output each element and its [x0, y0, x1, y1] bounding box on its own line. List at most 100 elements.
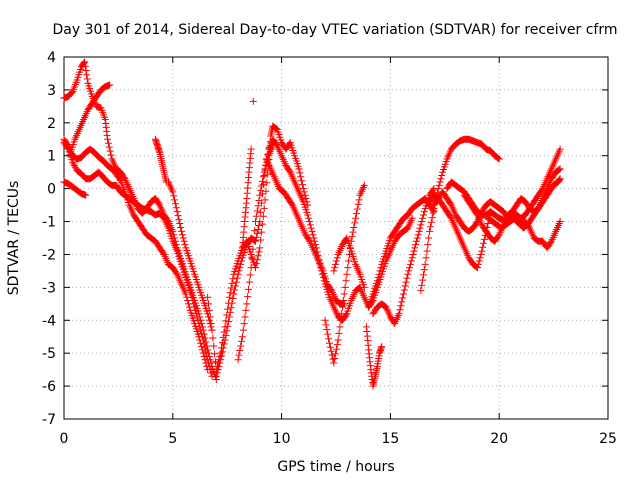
data-point: [376, 267, 384, 275]
data-point: [213, 369, 221, 377]
data-point: [236, 347, 244, 355]
data-point: [259, 173, 267, 181]
data-point: [240, 320, 248, 328]
data-point: [414, 231, 422, 239]
data-point: [446, 200, 454, 208]
data-point: [192, 310, 200, 318]
data-point: [404, 270, 412, 278]
data-point: [473, 210, 481, 218]
y-tick-label: -2: [42, 247, 56, 263]
data-point: [234, 270, 242, 278]
data-point: [198, 343, 206, 351]
data-point: [229, 295, 237, 303]
data-point: [322, 321, 330, 329]
data-point: [259, 212, 267, 220]
data-point: [230, 290, 238, 298]
data-point: [255, 196, 263, 204]
data-point: [260, 204, 268, 212]
data-point: [82, 191, 90, 199]
data-point: [209, 334, 217, 342]
data-point: [184, 300, 192, 308]
data-point: [446, 213, 454, 221]
data-point: [194, 316, 202, 324]
data-point: [538, 186, 546, 194]
data-point: [260, 168, 268, 176]
data-point: [233, 274, 241, 282]
data-point: [299, 185, 307, 193]
data-point: [325, 339, 333, 347]
data-point: [476, 254, 484, 262]
data-point: [179, 234, 187, 242]
data-point: [555, 166, 563, 174]
data-point: [336, 323, 344, 331]
data-point: [396, 306, 404, 314]
data-point: [104, 139, 112, 147]
data-point: [212, 372, 220, 380]
data-point: [401, 282, 409, 290]
data-point: [222, 331, 230, 339]
data-point: [172, 204, 180, 212]
data-marks: [60, 58, 564, 390]
data-point: [238, 337, 246, 345]
data-point: [306, 221, 314, 229]
y-tick-label: -7: [42, 412, 56, 428]
data-point: [81, 62, 89, 70]
data-point: [251, 218, 259, 226]
data-point: [436, 178, 444, 186]
data-point: [247, 264, 255, 272]
data-point: [309, 231, 317, 239]
data-point: [224, 322, 232, 330]
data-point: [426, 227, 434, 235]
data-point: [232, 278, 240, 286]
data-point: [258, 182, 266, 190]
data-point: [399, 290, 407, 298]
data-point: [326, 343, 334, 351]
data-point: [237, 260, 245, 268]
data-point: [408, 254, 416, 262]
data-point: [420, 208, 428, 216]
data-point: [253, 207, 261, 215]
data-point: [419, 211, 427, 219]
y-tick-label: -1: [42, 215, 56, 231]
data-point: [245, 285, 253, 293]
data-point: [200, 352, 208, 360]
data-point: [434, 185, 442, 193]
x-tick-label: 10: [273, 431, 291, 447]
data-point: [304, 211, 312, 219]
data-point: [337, 316, 345, 324]
data-point: [106, 147, 114, 155]
data-point: [215, 362, 223, 370]
data-point: [159, 213, 167, 221]
data-point: [184, 297, 192, 305]
x-tick-label: 20: [490, 431, 508, 447]
data-point: [169, 188, 177, 196]
data-point: [339, 297, 347, 305]
data-point: [305, 214, 313, 222]
data-point: [353, 205, 361, 213]
data-point: [221, 336, 229, 344]
data-point: [298, 177, 306, 185]
data-point: [254, 252, 262, 260]
data-point: [71, 163, 79, 171]
data-point: [247, 145, 255, 153]
data-point: [155, 200, 163, 208]
x-tick-label: 15: [381, 431, 399, 447]
x-axis-label: GPS time / hours: [277, 459, 394, 475]
data-point: [171, 200, 179, 208]
data-point: [374, 273, 382, 281]
data-point: [288, 200, 296, 208]
data-point: [352, 210, 360, 218]
data-point: [413, 234, 421, 242]
data-point: [335, 329, 343, 337]
data-point: [258, 177, 266, 185]
data-point: [225, 318, 233, 326]
data-point: [339, 303, 347, 311]
data-point: [423, 247, 431, 255]
data-point: [178, 231, 186, 239]
data-point: [321, 316, 329, 324]
data-point: [327, 347, 335, 355]
data-point: [340, 290, 348, 298]
data-point: [207, 320, 215, 328]
data-point: [251, 237, 259, 245]
data-point: [354, 200, 362, 208]
